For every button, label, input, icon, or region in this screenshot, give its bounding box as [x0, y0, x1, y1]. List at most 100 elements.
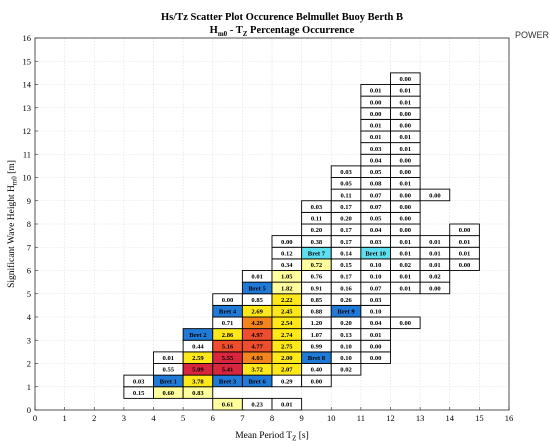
cell-value-label: 0.03 [370, 146, 382, 153]
cell-value-label: 0.01 [459, 239, 471, 246]
cell-value-label: 0.02 [340, 367, 352, 374]
cell-value-label: 0.00 [311, 378, 323, 385]
cell-value-label: 0.83 [192, 390, 204, 397]
cell-value-label: 2.07 [281, 367, 293, 374]
cell-value-label: 0.85 [311, 297, 323, 304]
cell-value-label: Bret 10 [365, 250, 386, 257]
cell-value-label: 5.09 [192, 367, 204, 374]
cell-value-label: 0.01 [400, 88, 412, 95]
cell-value-label: 0.02 [400, 262, 412, 269]
cell-value-label: 0.11 [311, 216, 322, 223]
cell-value-label: 0.08 [370, 181, 382, 188]
cell-value-label: 2.54 [281, 320, 293, 327]
cell-value-label: 0.01 [429, 239, 441, 246]
cell-value-label: 0.03 [311, 204, 323, 211]
cell-value-label: 0.01 [459, 250, 471, 257]
cell-value-label: 0.38 [311, 239, 323, 246]
cell-value-label: 0.01 [429, 262, 441, 269]
cell-value-label: 0.17 [340, 227, 352, 234]
cell-value-label: Bret 1 [160, 378, 177, 385]
cell-value-label: 3.72 [251, 367, 263, 374]
y-tick-label: 0 [27, 405, 31, 415]
cell-value-label: 0.00 [400, 320, 412, 327]
y-tick-label: 5 [27, 289, 31, 299]
chart-subtitle: Hm0 - TZ Percentage Occurrence [210, 25, 355, 38]
cell-value-label: 0.01 [400, 134, 412, 141]
cell-value-label: 0.03 [340, 169, 352, 176]
y-tick-label: 11 [23, 149, 31, 159]
cell-value-label: 2.00 [281, 355, 293, 362]
cell-value-label: 2.45 [281, 309, 293, 316]
cell-value-label: 1.82 [281, 285, 293, 292]
cell-value-label: 0.01 [400, 99, 412, 106]
cell-value-label: 0.10 [340, 343, 352, 350]
cell-value-label: 0.02 [429, 274, 441, 281]
x-tick-label: 11 [357, 413, 365, 423]
cell-value-label: 0.01 [251, 274, 263, 281]
cell-value-label: 1.07 [311, 332, 323, 339]
cell-value-label: 5.16 [222, 343, 234, 350]
cell-value-label: 0.85 [251, 297, 263, 304]
x-tick-label: 12 [386, 413, 395, 423]
cell-value-label: 0.99 [311, 343, 323, 350]
cell-value-label: 0.04 [370, 320, 382, 327]
cell-value-label: 0.01 [400, 274, 412, 281]
y-axis-label: Significant Wave Height Hm0 [m] [6, 160, 19, 288]
x-axis-label: Mean Period TZ [s] [235, 431, 309, 443]
cell-value-label: 0.00 [400, 123, 412, 130]
y-tick-label: 7 [27, 242, 31, 252]
cell-value-label: 0.00 [400, 204, 412, 211]
x-tick-label: 3 [122, 413, 126, 423]
cell-value-label: 0.10 [340, 355, 352, 362]
cell-value-label: 0.20 [340, 320, 352, 327]
x-tick-label: 10 [327, 413, 336, 423]
cell-value-label: 2.74 [281, 332, 293, 339]
cell-value-label: 0.00 [370, 99, 382, 106]
cell-value-label: 0.72 [311, 262, 323, 269]
cell-value-label: 0.17 [340, 239, 352, 246]
cell-value-label: 4.29 [251, 320, 263, 327]
cell-value-label: 0.01 [400, 146, 412, 153]
cell-value-label: 0.10 [370, 309, 382, 316]
heatmap-cell [419, 188, 451, 202]
cell-value-label: 1.20 [311, 320, 323, 327]
cell-value-label: 0.07 [370, 204, 382, 211]
x-tick-label: 16 [505, 413, 514, 423]
cell-value-label: 0.01 [370, 123, 382, 130]
heatmap-cell [390, 72, 421, 85]
cell-value-label: 0.20 [340, 216, 352, 223]
y-tick-label: 3 [27, 335, 31, 345]
cell-value-label: Bret 8 [308, 355, 326, 362]
cell-value-label: 0.11 [340, 192, 351, 199]
cell-value-label: 0.05 [370, 216, 382, 223]
cell-value-label: Bret 9 [337, 309, 355, 316]
cell-value-label: 2.86 [222, 332, 234, 339]
x-tick-label: 2 [92, 413, 96, 423]
x-tick-label: 1 [63, 413, 67, 423]
y-tick-label: 6 [27, 266, 31, 276]
cell-value-label: 0.88 [311, 309, 323, 316]
cell-value-label: 4.97 [251, 332, 263, 339]
cell-value-label: Bret 6 [249, 378, 267, 385]
cell-value-label: 2.75 [281, 343, 293, 350]
cell-value-label: 0.14 [340, 250, 352, 257]
cell-value-label: 5.55 [222, 355, 234, 362]
cell-value-label: 0.17 [340, 274, 352, 281]
cell-value-label: 0.04 [370, 227, 382, 234]
cell-value-label: 0.12 [281, 250, 293, 257]
cell-value-label: 0.03 [370, 297, 382, 304]
cell-value-label: 0.44 [192, 343, 204, 350]
cell-value-label: 0.23 [251, 402, 263, 409]
x-tick-label: 5 [181, 413, 185, 423]
cell-value-label: 0.01 [400, 285, 412, 292]
y-tick-label: 2 [27, 359, 31, 369]
cell-value-label: 0.61 [222, 402, 234, 409]
cell-value-label: 0.55 [163, 367, 175, 374]
cell-value-label: 1.05 [281, 274, 293, 281]
cell-value-label: 0.00 [400, 216, 412, 223]
x-tick-labels: 0 1 2 3 4 5 6 7 8 9 10 11 12 13 14 15 16 [33, 407, 513, 423]
cell-value-label: 0.10 [370, 262, 382, 269]
y-tick-label: 4 [27, 312, 32, 322]
